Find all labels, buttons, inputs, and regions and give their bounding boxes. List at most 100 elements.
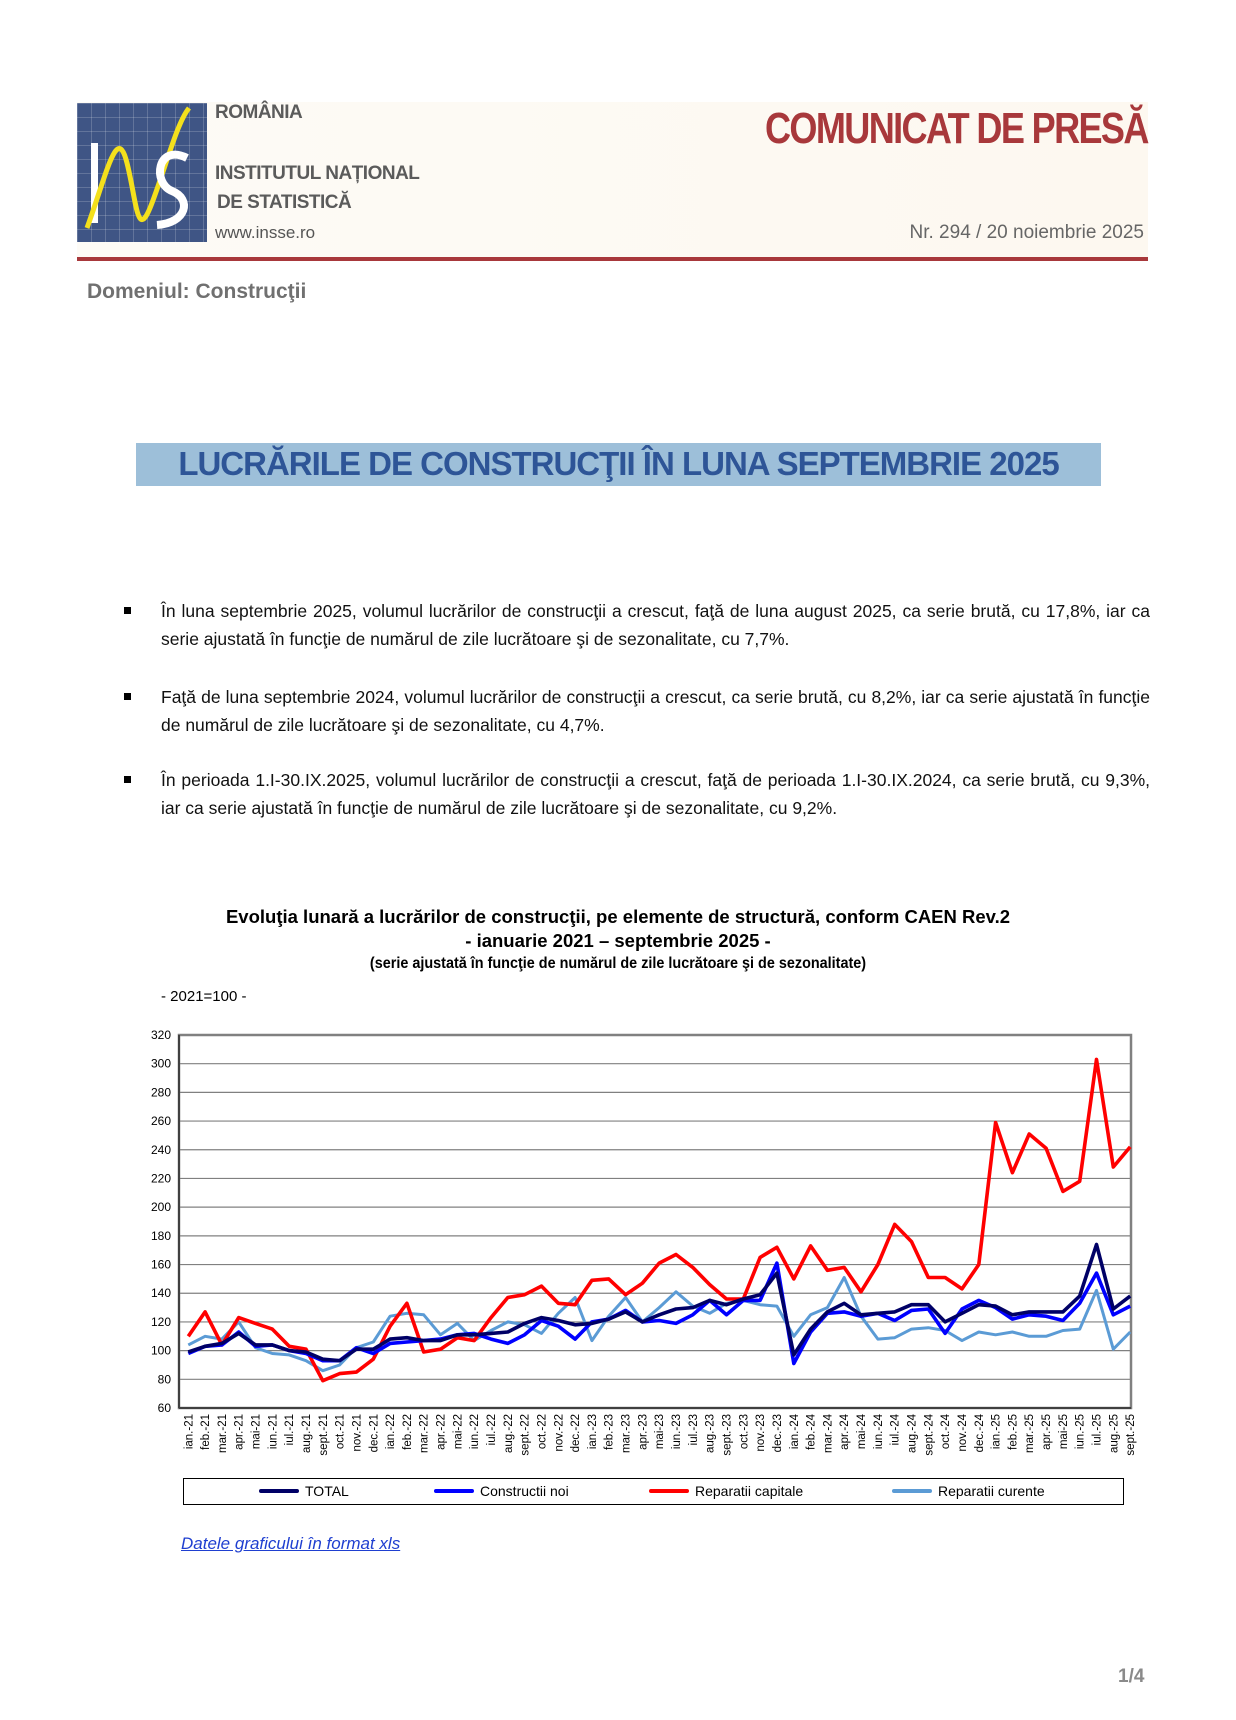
- x-tick-label: mai-23: [654, 1414, 666, 1449]
- x-tick-label: dec.-24: [974, 1413, 986, 1452]
- x-tick-label: iul.-23: [688, 1414, 700, 1445]
- legend-swatch: [649, 1489, 689, 1493]
- x-tick-label: ian.-21: [183, 1414, 195, 1449]
- x-tick-label: ian.-22: [385, 1414, 397, 1449]
- x-tick-label: iun.-22: [469, 1414, 481, 1449]
- x-tick-label: aug.-25: [1108, 1414, 1120, 1453]
- country-label: ROMÂNIA: [215, 102, 303, 123]
- legend-swatch: [434, 1489, 474, 1493]
- x-tick-label: sept.-22: [520, 1414, 532, 1456]
- x-tick-label: iun.-25: [1075, 1414, 1087, 1449]
- x-tick-label: mar.-24: [822, 1413, 834, 1453]
- legend-item-constructii-noi: Constructii noi: [434, 1483, 569, 1499]
- y-tick-label: 280: [151, 1085, 171, 1099]
- series-line-reparatii-curente: [187, 1276, 1132, 1373]
- x-tick-label: iun.-23: [671, 1414, 683, 1449]
- x-tick-label: mar.-23: [621, 1414, 633, 1453]
- series-line-total: [187, 1242, 1132, 1363]
- x-tick-label: feb.-25: [1007, 1414, 1019, 1450]
- x-tick-label: oct.-22: [536, 1414, 548, 1449]
- x-tick-label: sept.-24: [923, 1413, 935, 1455]
- legend-item-total: TOTAL: [259, 1483, 349, 1499]
- bullet-item: În perioada 1.I-30.IX.2025, volumul lucr…: [124, 766, 1150, 822]
- x-tick-label: iul.-21: [284, 1414, 296, 1445]
- page-title: LUCRĂRILE DE CONSTRUCŢII ÎN LUNA SEPTEMB…: [178, 445, 1059, 482]
- institute-name-line1: INSTITUTUL NAȚIONAL: [215, 163, 420, 184]
- y-tick-label: 60: [158, 1401, 172, 1415]
- bullet-icon: [124, 607, 131, 614]
- x-tick-label: oct.-21: [335, 1414, 347, 1449]
- line-chart: 60 80 100 120 140 160 180 200 220 240 260 280 300 320…: [151, 1028, 1137, 1456]
- x-tick-label: apr.-25: [1041, 1414, 1053, 1450]
- legend-swatch: [259, 1489, 299, 1493]
- y-tick-label: 120: [151, 1315, 171, 1329]
- document-type: COMUNICAT DE PRESĂ: [765, 104, 1149, 153]
- y-tick-label: 80: [158, 1372, 172, 1386]
- x-tick-label: aug.-21: [301, 1414, 313, 1453]
- x-tick-label: mai-25: [1058, 1414, 1070, 1449]
- x-tick-label: apr.-22: [436, 1414, 448, 1450]
- y-tick-label: 260: [151, 1114, 171, 1128]
- x-tick-label: ian.-25: [991, 1414, 1003, 1449]
- y-tick-label: 100: [151, 1344, 171, 1358]
- x-tick-label: dec.-23: [772, 1414, 784, 1452]
- chart-legend: TOTAL Constructii noi Reparatii capitale…: [183, 1478, 1124, 1505]
- release-number-date: Nr. 294 / 20 noiembrie 2025: [909, 222, 1145, 243]
- x-tick-label: mar.-25: [1024, 1414, 1036, 1453]
- x-tick-label: sept.-21: [318, 1414, 330, 1456]
- x-tick-label: ian.-24: [789, 1413, 801, 1449]
- x-tick-label: mar.-21: [217, 1414, 229, 1453]
- chart-subtitle: - ianuarie 2021 – septembrie 2025 -: [465, 930, 771, 951]
- x-tick-label: dec.-21: [368, 1414, 380, 1452]
- x-tick-label: dec.-22: [570, 1414, 582, 1452]
- domain-label: Domeniul: Construcţii: [87, 280, 307, 303]
- header-divider: [77, 257, 1148, 261]
- x-tick-label: aug.-23: [705, 1414, 717, 1453]
- x-tick-label: iun.-21: [267, 1414, 279, 1449]
- x-tick-label: oct.-23: [738, 1414, 750, 1449]
- chart-title: Evoluţia lunară a lucrărilor de construc…: [225, 906, 1011, 927]
- x-tick-label: sept.-23: [721, 1414, 733, 1456]
- x-tick-label: mar.-22: [419, 1414, 431, 1453]
- y-tick-label: 220: [151, 1171, 171, 1185]
- y-tick-label: 180: [151, 1229, 171, 1243]
- x-tick-label: nov.-21: [351, 1414, 363, 1452]
- website-link[interactable]: www.insse.ro: [215, 223, 316, 242]
- x-tick-label: feb.-23: [604, 1414, 616, 1450]
- x-tick-label: sept.-25: [1125, 1414, 1137, 1456]
- institute-name-line2: DE STATISTICĂ: [217, 192, 352, 213]
- x-tick-label: feb.-24: [806, 1413, 818, 1449]
- x-tick-label: mai-22: [452, 1414, 464, 1449]
- bullet-icon: [124, 776, 131, 783]
- x-tick-label: apr.-23: [637, 1414, 649, 1450]
- x-tick-label: iun.-24: [873, 1413, 885, 1449]
- x-tick-label: feb.-22: [402, 1414, 414, 1450]
- x-tick-label: ian.-23: [587, 1414, 599, 1449]
- plot-border: [177, 1033, 1133, 1410]
- x-tick-label: apr.-21: [234, 1414, 246, 1450]
- x-tick-label: feb.-21: [200, 1414, 212, 1450]
- bullet-icon: [124, 693, 131, 700]
- x-tick-label: iul.-22: [486, 1414, 498, 1445]
- bullet-item: În luna septembrie 2025, volumul lucrări…: [124, 597, 1150, 653]
- chart-base-note: - 2021=100 -: [161, 988, 247, 1005]
- x-tick-label: nov.-22: [553, 1414, 565, 1452]
- title-highlight: [136, 443, 1101, 486]
- x-tick-label: nov.-23: [755, 1414, 767, 1452]
- legend-swatch: [892, 1489, 932, 1493]
- legend-item-reparatii-curente: Reparatii curente: [892, 1483, 1045, 1499]
- x-tick-label: aug.-22: [503, 1414, 515, 1453]
- y-tick-label: 140: [151, 1286, 171, 1300]
- x-tick-label: mai-24: [856, 1413, 868, 1449]
- ins-logo: [77, 103, 207, 242]
- chart-data-xls-link[interactable]: Datele graficului în format xls: [181, 1534, 401, 1553]
- y-tick-label: 200: [151, 1200, 171, 1214]
- x-tick-label: iul.-24: [890, 1413, 902, 1445]
- x-tick-label: oct.-24: [940, 1413, 952, 1449]
- y-tick-label: 160: [151, 1258, 171, 1272]
- series-line-reparatii-capitale: [186, 1057, 1132, 1383]
- x-tick-label: iul.-25: [1092, 1414, 1104, 1445]
- y-tick-label: 300: [151, 1057, 171, 1071]
- chart-note: (serie ajustată în funcţie de numărul de…: [369, 955, 867, 972]
- y-tick-label: 240: [151, 1143, 171, 1157]
